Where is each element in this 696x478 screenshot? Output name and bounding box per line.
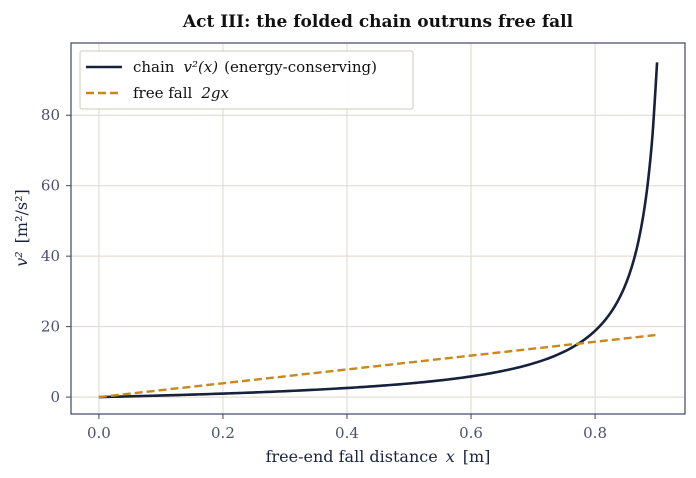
legend-label-free-fall: free fall	[133, 84, 193, 102]
x-tick-label: 0.4	[335, 424, 359, 442]
series-line-chain	[98, 62, 659, 399]
legend-label-free-fall-math: 2gx	[200, 84, 229, 102]
x-axis-label-text: free-end fall distance	[266, 447, 438, 466]
x-tick-label: 0.8	[583, 424, 607, 442]
x-axis-label-unit: [m]	[463, 447, 491, 466]
legend-label-chain-suffix: (energy-conserving)	[224, 58, 377, 76]
series-line-free-fall	[98, 333, 658, 399]
x-axis-label-var: x	[446, 447, 455, 466]
legend-label-chain-math: v²(x)	[183, 58, 218, 76]
y-tick-label: 40	[41, 247, 60, 265]
x-axis-label: free-end fall distance x [m]	[266, 447, 491, 466]
x-tick-label: 0.2	[211, 424, 235, 442]
y-axis-label-unit: [m²/s²]	[12, 189, 31, 243]
plot-area	[98, 62, 659, 399]
x-tick-label: 0.6	[459, 424, 483, 442]
y-tick-label: 20	[41, 318, 60, 336]
chart-title: Act III: the folded chain outruns free f…	[182, 12, 574, 32]
legend-entry-chain: chain v²(x) (energy-conserving)	[133, 58, 377, 76]
y-tick-label: 80	[41, 106, 60, 124]
x-tick-label: 0.0	[87, 424, 111, 442]
y-tick-label: 0	[50, 388, 60, 406]
y-tick-label: 60	[41, 177, 60, 195]
y-axis-label-var: v²	[12, 251, 31, 266]
legend-box	[79, 50, 414, 110]
axes-frame	[70, 42, 686, 415]
y-axis-label: v² [m²/s²]	[12, 189, 31, 267]
axis-ticks: 0.0 0.2 0.4 0.6 0.8 0 20 40 60 80	[41, 106, 607, 442]
legend-label-chain: chain	[133, 58, 175, 76]
legend-entry-free-fall: free fall 2gx	[133, 84, 229, 102]
legend: chain v²(x) (energy-conserving) free fall 2…	[79, 50, 414, 110]
